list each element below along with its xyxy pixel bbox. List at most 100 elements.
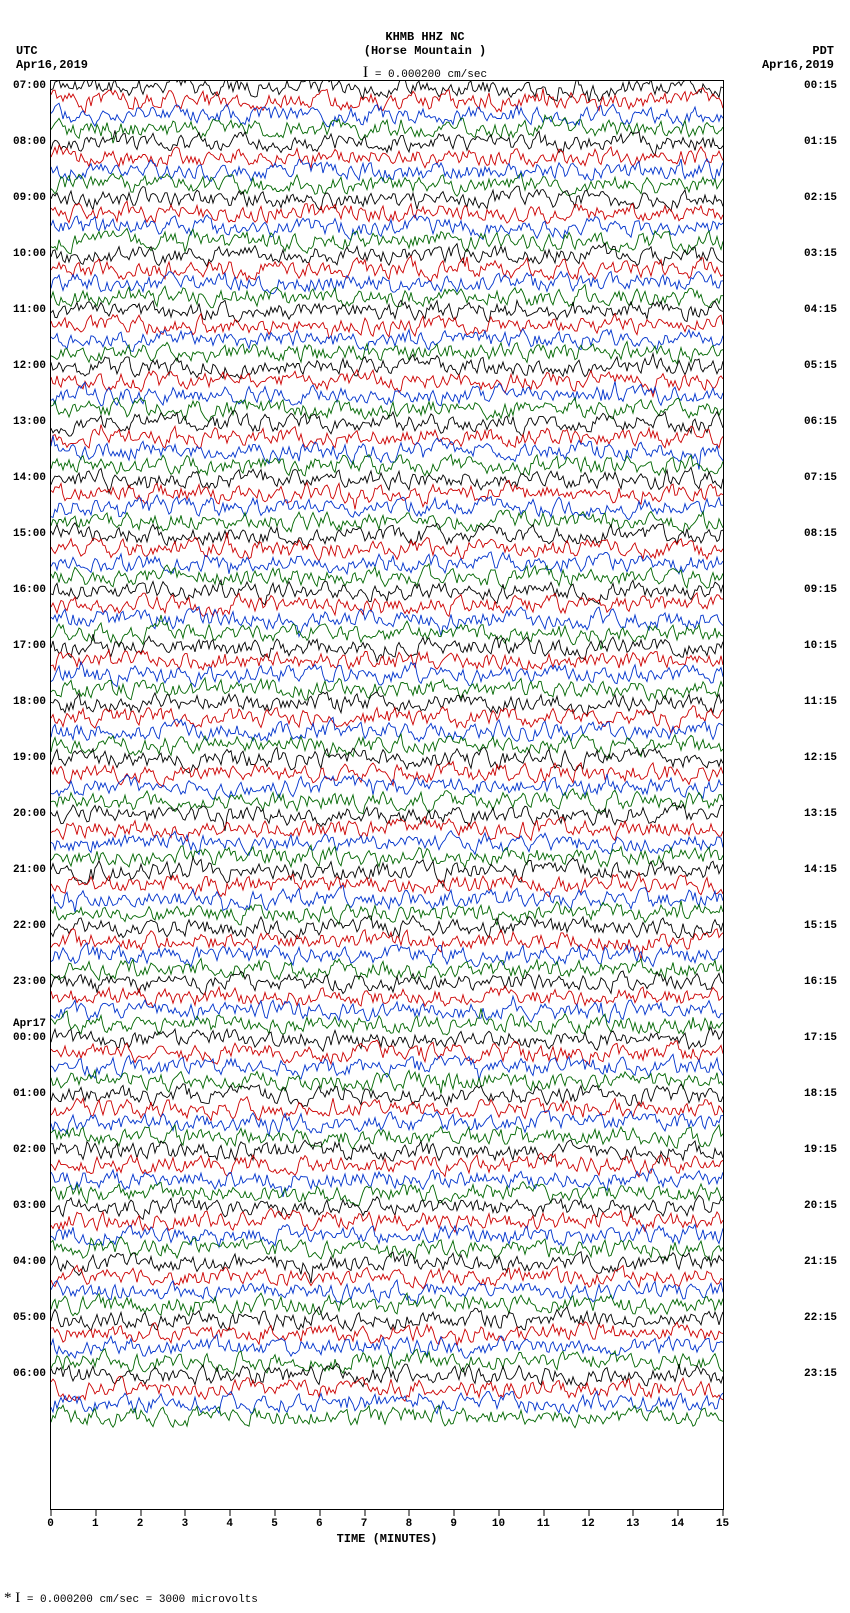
- utc-hour-label: 07:00: [13, 80, 46, 92]
- seismic-trace: [51, 81, 723, 102]
- seismic-trace: [51, 146, 723, 168]
- seismic-trace: [51, 1405, 723, 1428]
- seismic-trace: [51, 229, 723, 254]
- utc-hour-label: 06:00: [13, 1368, 46, 1380]
- pdt-hour-label: 11:15: [804, 696, 837, 708]
- seismic-trace: [51, 774, 723, 799]
- pdt-hour-label: 03:15: [804, 248, 837, 260]
- x-tick: 11: [543, 1510, 544, 1530]
- seismic-trace: [51, 1376, 723, 1401]
- pdt-hour-label: 04:15: [804, 304, 837, 316]
- footer-scale-text: = 0.000200 cm/sec = 3000 microvolts: [20, 1594, 258, 1606]
- seismic-trace: [51, 958, 723, 980]
- x-tick: 9: [454, 1510, 455, 1530]
- seismic-trace: [51, 1125, 723, 1149]
- seismic-trace: [51, 916, 723, 939]
- station-name: (Horse Mountain ): [0, 44, 850, 58]
- x-axis: TIME (MINUTES) 0123456789101112131415: [50, 1510, 724, 1550]
- utc-hour-label: 10:00: [13, 248, 46, 260]
- utc-hour-label: 09:00: [13, 192, 46, 204]
- x-tick: 13: [633, 1510, 634, 1530]
- x-tick: 8: [409, 1510, 410, 1530]
- seismic-trace: [51, 436, 723, 470]
- x-tick: 10: [499, 1510, 500, 1530]
- x-tick-label: 1: [85, 1518, 105, 1530]
- pdt-hour-label: 14:15: [804, 864, 837, 876]
- pdt-hour-label: 12:15: [804, 752, 837, 764]
- seismic-trace: [51, 1169, 723, 1197]
- seismic-trace: [51, 411, 723, 436]
- x-tick-label: 0: [41, 1518, 61, 1530]
- pdt-hour-label: 00:15: [804, 80, 837, 92]
- seismic-trace: [51, 1140, 723, 1163]
- x-tick-label: 8: [399, 1518, 419, 1530]
- pdt-hour-label: 20:15: [804, 1200, 837, 1212]
- utc-hour-label: 05:00: [13, 1312, 46, 1324]
- x-tick-label: 6: [309, 1518, 329, 1530]
- utc-date-continue: Apr17: [13, 1018, 46, 1030]
- utc-hour-label: 17:00: [13, 640, 46, 652]
- y-axis-right: 00:1501:1502:1503:1504:1505:1506:1507:15…: [800, 80, 850, 1508]
- seismic-trace: [51, 1252, 723, 1283]
- seismic-trace: [51, 243, 723, 266]
- pdt-hour-label: 13:15: [804, 808, 837, 820]
- seismogram-plot: [50, 80, 724, 1510]
- footer-scale-bar-icon: * I: [4, 1590, 20, 1606]
- utc-hour-label: 04:00: [13, 1256, 46, 1268]
- pdt-hour-label: 21:15: [804, 1256, 837, 1268]
- header: UTC Apr16,2019 PDT Apr16,2019 KHMB HHZ N…: [0, 0, 850, 80]
- seismic-trace: [51, 1265, 723, 1288]
- seismic-trace: [51, 593, 723, 617]
- seismic-trace: [51, 1009, 723, 1035]
- seismic-trace: [51, 607, 723, 637]
- pdt-hour-label: 18:15: [804, 1088, 837, 1100]
- seismic-trace: [51, 88, 723, 113]
- x-tick: 5: [275, 1510, 276, 1530]
- seismic-trace: [51, 789, 723, 814]
- seismic-trace: [51, 762, 723, 787]
- seismic-trace: [51, 650, 723, 670]
- x-tick: 6: [319, 1510, 320, 1530]
- x-tick-label: 3: [175, 1518, 195, 1530]
- utc-hour-label: 15:00: [13, 528, 46, 540]
- seismic-trace: [51, 329, 723, 352]
- seismic-trace: [51, 1070, 723, 1093]
- seismic-trace: [51, 634, 723, 662]
- x-tick: 3: [185, 1510, 186, 1530]
- x-tick-label: 13: [623, 1518, 643, 1530]
- seismic-trace: [51, 314, 723, 339]
- utc-hour-label: 12:00: [13, 360, 46, 372]
- utc-hour-label: 11:00: [13, 304, 46, 316]
- x-tick: 2: [140, 1510, 141, 1530]
- x-tick-label: 12: [578, 1518, 598, 1530]
- pdt-hour-label: 23:15: [804, 1368, 837, 1380]
- x-tick-label: 2: [130, 1518, 150, 1530]
- seismogram-traces: [51, 81, 723, 1509]
- x-tick-label: 15: [713, 1518, 733, 1530]
- pdt-hour-label: 10:15: [804, 640, 837, 652]
- seismic-trace: [51, 1322, 723, 1346]
- utc-hour-label: 18:00: [13, 696, 46, 708]
- x-tick-label: 7: [354, 1518, 374, 1530]
- seismic-trace: [51, 734, 723, 758]
- seismic-trace: [51, 996, 723, 1022]
- station-code: KHMB HHZ NC: [0, 30, 850, 44]
- x-tick: 15: [723, 1510, 724, 1530]
- seismic-trace: [51, 272, 723, 294]
- utc-hour-label: 20:00: [13, 808, 46, 820]
- pdt-hour-label: 06:15: [804, 416, 837, 428]
- seismic-trace: [51, 662, 723, 687]
- seismic-trace: [51, 510, 723, 533]
- utc-hour-label: 01:00: [13, 1088, 46, 1100]
- seismic-trace: [51, 1084, 723, 1107]
- pdt-hour-label: 02:15: [804, 192, 837, 204]
- x-tick-label: 9: [444, 1518, 464, 1530]
- seismic-trace: [51, 1363, 723, 1386]
- pdt-hour-label: 15:15: [804, 920, 837, 932]
- utc-hour-label: 03:00: [13, 1200, 46, 1212]
- seismic-trace: [51, 186, 723, 211]
- x-tick: 1: [95, 1510, 96, 1530]
- pdt-hour-label: 07:15: [804, 472, 837, 484]
- seismic-trace: [51, 717, 723, 741]
- seismic-trace: [51, 256, 723, 281]
